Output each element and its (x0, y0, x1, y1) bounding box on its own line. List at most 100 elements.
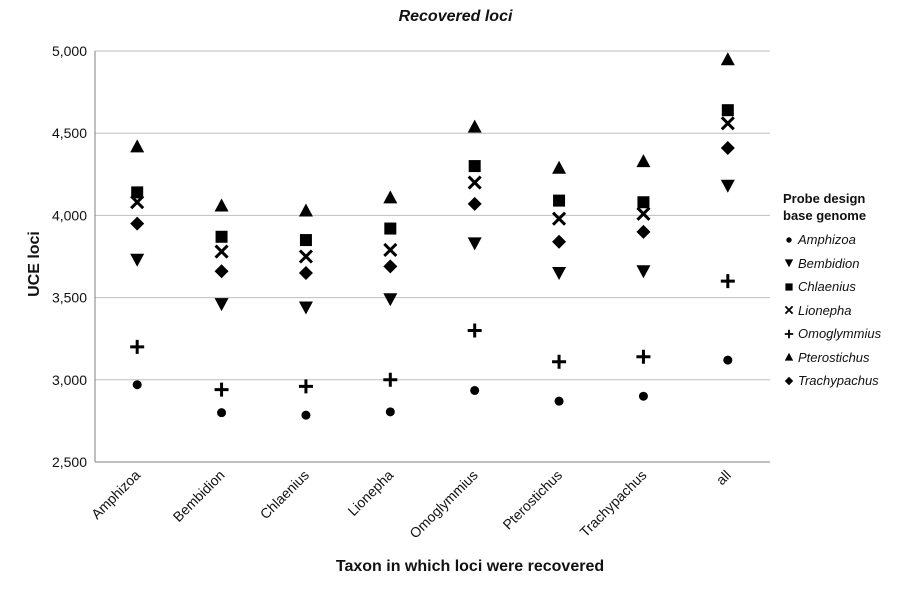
point-trachypachus-trachypachus (636, 224, 651, 239)
point-bembidion-trachypachus (636, 265, 651, 279)
point-pterostichus-all (720, 52, 735, 66)
y-tick-label: 2,500 (52, 454, 87, 470)
point-amphizoa-bembidion (217, 408, 227, 418)
point-trachypachus-omoglymmius (467, 196, 482, 211)
legend-marker-shape (784, 329, 794, 338)
x-tick-label: Omoglymmius (406, 467, 481, 542)
legend-title: Probe design base genome (783, 190, 909, 224)
legend-marker-shape (784, 306, 794, 315)
x-tick-label: Lionepha (344, 467, 396, 519)
axes (94, 51, 770, 463)
legend-label: Amphizoa (798, 232, 856, 248)
legend-marker-square-icon (785, 283, 793, 291)
gridlines (95, 50, 770, 381)
point-lionepha-pterostichus (552, 211, 567, 226)
legend-marker-shape (784, 259, 794, 268)
legend-item-bembidion: Bembidion (783, 252, 909, 276)
point-omoglymmius-omoglymmius (467, 323, 482, 338)
point-omoglymmius-chlaenius (298, 379, 313, 394)
x-tick-label: Chlaenius (257, 467, 312, 522)
point-omoglymmius-lionepha (383, 372, 398, 387)
point-trachypachus-lionepha (383, 259, 398, 274)
point-trachypachus-all (720, 140, 735, 155)
point-lionepha-bembidion (214, 244, 229, 259)
point-chlaenius-chlaenius (299, 234, 312, 247)
point-chlaenius-omoglymmius (468, 160, 481, 173)
point-bembidion-bembidion (214, 298, 229, 312)
y-tick-labels: 2,500 3,000 3,500 4,000 4,500 5,000 (52, 43, 87, 470)
point-pterostichus-bembidion (214, 198, 229, 212)
point-pterostichus-trachypachus (636, 154, 651, 168)
point-bembidion-all (720, 179, 735, 193)
legend-label: Chlaenius (798, 279, 856, 295)
y-tick-label: 5,000 (52, 43, 87, 59)
legend-label: Trachypachus (798, 373, 879, 389)
point-amphizoa-trachypachus (638, 391, 648, 401)
point-chlaenius-trachypachus (637, 196, 650, 209)
y-tick-label: 3,500 (52, 290, 87, 306)
legend-marker-shape (785, 283, 793, 291)
point-bembidion-pterostichus (552, 266, 567, 280)
point-chlaenius-bembidion (215, 230, 228, 243)
legend-marker-triangle-down-icon (784, 259, 794, 268)
point-bembidion-omoglymmius (467, 237, 482, 251)
point-trachypachus-pterostichus (552, 234, 567, 249)
point-omoglymmius-trachypachus (636, 349, 651, 364)
point-omoglymmius-bembidion (214, 382, 229, 397)
point-pterostichus-chlaenius (298, 203, 313, 217)
x-tick-label: all (713, 467, 734, 488)
legend-marker-shape (784, 353, 794, 361)
legend-item-chlaenius: Chlaenius (783, 275, 909, 299)
x-axis-label: Taxon in which loci were recovered (335, 558, 605, 575)
point-lionepha-lionepha (383, 242, 398, 257)
point-chlaenius-amphizoa (131, 186, 144, 199)
legend-title-line-1: Probe design (783, 191, 866, 206)
y-tick-label: 4,000 (52, 207, 87, 223)
point-amphizoa-amphizoa (132, 380, 142, 390)
point-amphizoa-chlaenius (301, 410, 311, 420)
legend-item-pterostichus: Pterostichus (783, 346, 909, 370)
legend: Probe design base genome Amphizoa Bembidi… (783, 190, 909, 393)
point-omoglymmius-amphizoa (130, 339, 145, 354)
point-lionepha-omoglymmius (467, 175, 482, 190)
x-tick-label: Trachypachus (576, 467, 649, 540)
legend-marker-plus-icon (784, 329, 794, 338)
legend-item-lionepha: Lionepha (783, 299, 909, 323)
x-tick-label: Pterostichus (499, 467, 565, 533)
legend-marker-shape (786, 237, 792, 243)
point-pterostichus-omoglymmius (467, 119, 482, 133)
point-amphizoa-pterostichus (554, 396, 564, 406)
y-axis-label: UCE loci (26, 231, 43, 297)
data-points (130, 52, 735, 420)
legend-label: Bembidion (798, 255, 860, 271)
point-amphizoa-lionepha (385, 407, 395, 417)
legend-marker-circle-icon (786, 237, 792, 243)
point-trachypachus-chlaenius (298, 265, 313, 280)
legend-item-omoglymmius: Omoglymmius (783, 322, 909, 346)
legend-marker-shape (784, 376, 794, 385)
point-pterostichus-pterostichus (552, 160, 567, 174)
point-pterostichus-lionepha (383, 190, 398, 204)
point-lionepha-all (720, 116, 735, 131)
legend-item-trachypachus: Trachypachus (783, 369, 909, 393)
point-amphizoa-all (723, 355, 733, 365)
point-chlaenius-pterostichus (553, 194, 566, 207)
legend-label: Omoglymmius (798, 326, 882, 342)
x-tick-label: Amphizoa (88, 467, 143, 522)
point-lionepha-chlaenius (298, 249, 313, 264)
y-tick-label: 3,000 (52, 372, 87, 388)
point-omoglymmius-pterostichus (552, 354, 567, 369)
point-lionepha-amphizoa (130, 195, 145, 210)
point-chlaenius-all (721, 104, 734, 117)
point-omoglymmius-all (720, 274, 735, 289)
legend-items: Amphizoa Bembidion Chlaenius Lionepha Omogly… (783, 228, 909, 393)
legend-marker-triangle-up-icon (784, 353, 794, 361)
legend-label: Lionepha (798, 302, 852, 318)
legend-title-line-2: base genome (783, 208, 867, 223)
point-amphizoa-omoglymmius (470, 385, 480, 395)
x-tick-label: Bembidion (170, 467, 228, 525)
y-tick-label: 4,500 (52, 125, 87, 141)
point-bembidion-chlaenius (298, 301, 313, 315)
legend-label: Pterostichus (798, 349, 870, 365)
